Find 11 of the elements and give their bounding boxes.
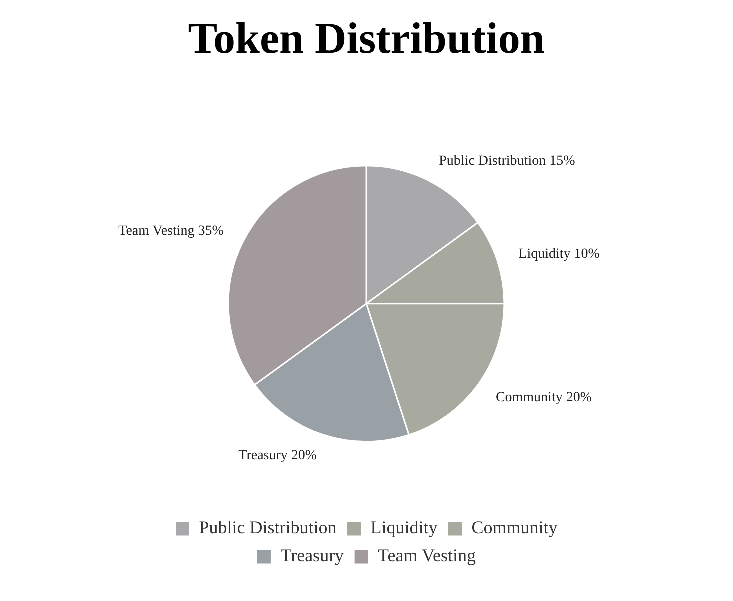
chart-title: Token Distribution [188, 14, 545, 63]
legend-label: Liquidity [370, 518, 438, 538]
category-label: Team Vesting 35% [118, 224, 224, 239]
legend-label: Team Vesting [378, 546, 476, 566]
category-label: Treasury 20% [238, 448, 318, 464]
legend-label: Community [472, 518, 558, 538]
category-label: Liquidity 10% [518, 247, 600, 262]
category-label: Public Distribution 15% [439, 154, 576, 170]
legend-label: Treasury [280, 546, 344, 566]
category-label: Community 20% [496, 390, 592, 406]
legend-label: Public Distribution [199, 518, 337, 538]
